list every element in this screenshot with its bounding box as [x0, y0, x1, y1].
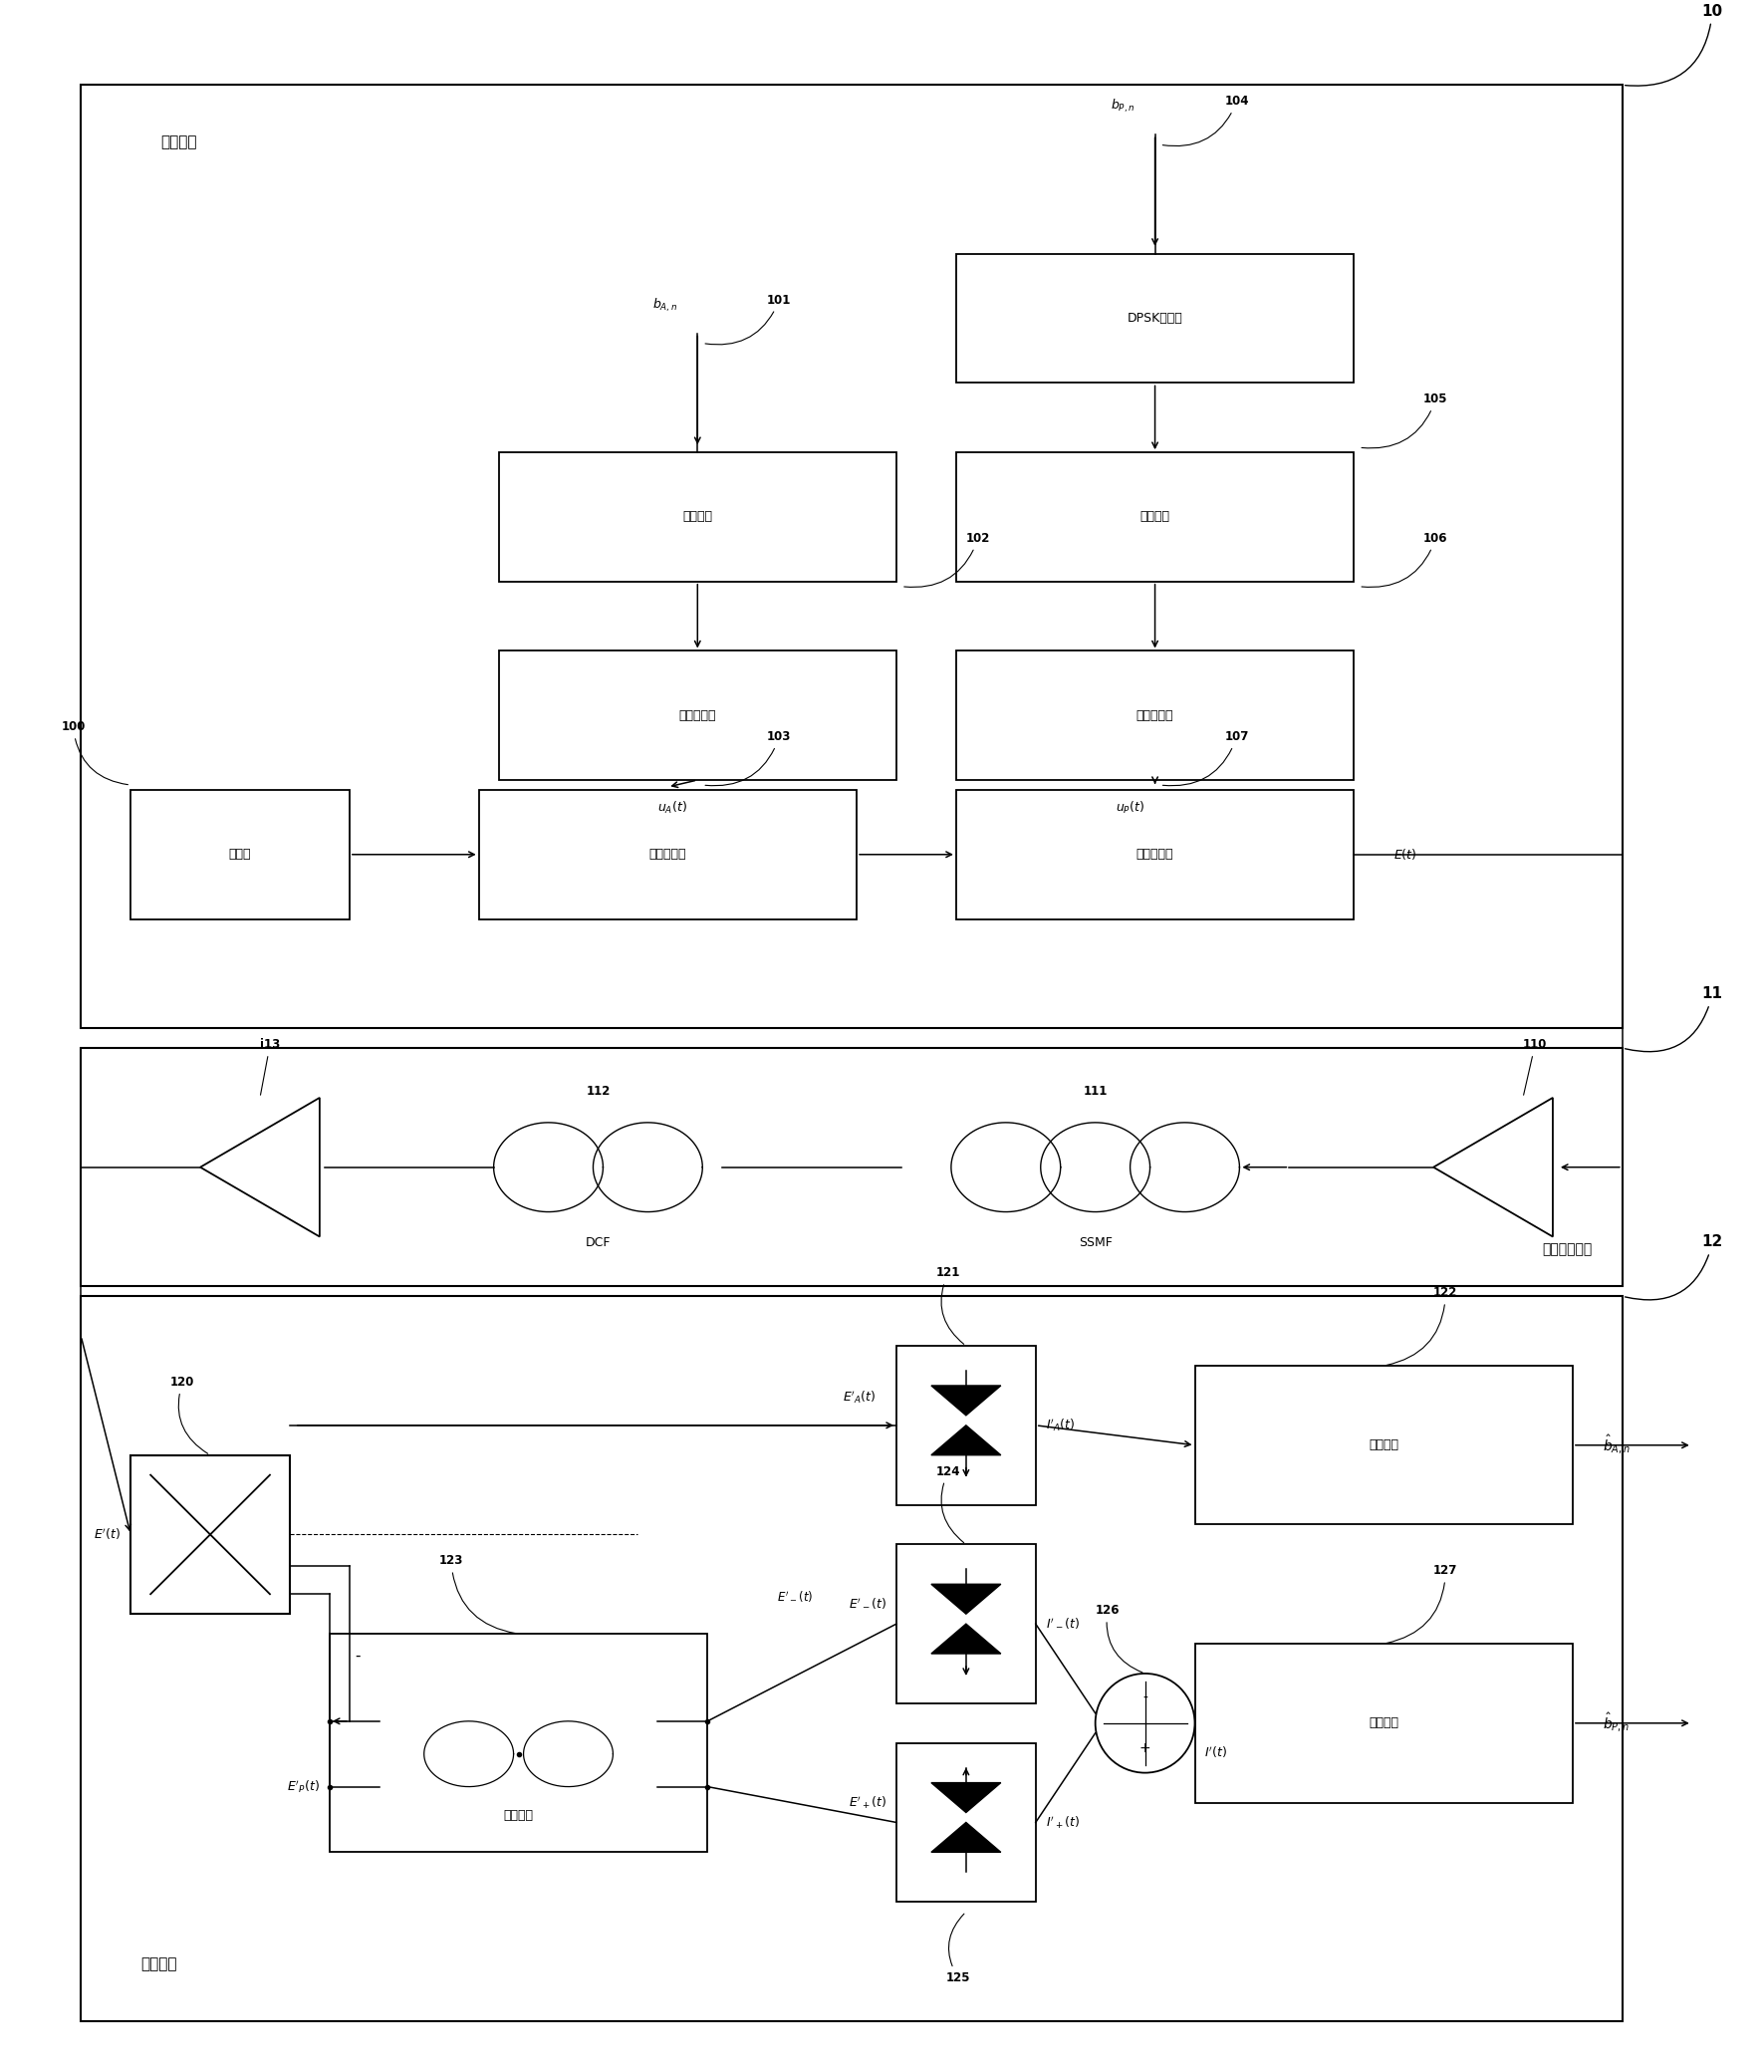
Text: 接收模块: 接收模块 — [141, 1956, 176, 1970]
Text: 106: 106 — [1362, 533, 1448, 586]
Text: $I'(t)$: $I'(t)$ — [1205, 1745, 1228, 1761]
Bar — [896, 1544, 1035, 1703]
Polygon shape — [1434, 1098, 1552, 1237]
Text: 幅度调制器: 幅度调制器 — [649, 847, 686, 862]
Text: 相位调制器: 相位调制器 — [1136, 847, 1173, 862]
Bar — [1194, 1365, 1573, 1525]
Text: DCF: DCF — [586, 1237, 610, 1249]
Bar — [81, 1048, 1623, 1287]
Text: $I'_-(t)$: $I'_-(t)$ — [1046, 1616, 1080, 1631]
Text: $E'(t)$: $E'(t)$ — [93, 1527, 120, 1542]
Text: 链路传输模块: 链路传输模块 — [1542, 1243, 1593, 1256]
Text: 111: 111 — [1083, 1086, 1108, 1098]
Text: -: - — [355, 1649, 360, 1664]
Text: 11: 11 — [1625, 986, 1723, 1053]
Text: 123: 123 — [439, 1554, 515, 1633]
Text: $b_{A,n}$: $b_{A,n}$ — [653, 296, 677, 313]
Text: 12: 12 — [1625, 1235, 1723, 1299]
Text: 127: 127 — [1387, 1564, 1457, 1643]
Text: -: - — [1143, 1691, 1147, 1705]
Text: $E'_-(t)$: $E'_-(t)$ — [848, 1598, 887, 1612]
Text: $\hat{b}_{P,n}$: $\hat{b}_{P,n}$ — [1602, 1711, 1630, 1734]
Polygon shape — [931, 1585, 1000, 1614]
Bar — [131, 789, 349, 920]
Text: 124: 124 — [937, 1465, 963, 1544]
Text: $E'_-(t)$: $E'_-(t)$ — [778, 1589, 813, 1604]
Text: DPSK预编码: DPSK预编码 — [1127, 313, 1182, 325]
Bar — [956, 452, 1355, 582]
Polygon shape — [931, 1386, 1000, 1415]
Text: $u_P(t)$: $u_P(t)$ — [1117, 800, 1145, 816]
Text: 101: 101 — [706, 294, 792, 344]
Text: 100: 100 — [62, 721, 129, 785]
Bar — [499, 651, 896, 779]
Text: $I'_+(t)$: $I'_+(t)$ — [1046, 1815, 1080, 1832]
Bar — [330, 1635, 707, 1852]
Text: 107: 107 — [1162, 729, 1249, 785]
Text: 104: 104 — [1162, 95, 1249, 145]
Bar — [956, 255, 1355, 383]
Bar — [81, 85, 1623, 1028]
Bar — [956, 651, 1355, 779]
Text: 抽样判决: 抽样判决 — [1369, 1438, 1399, 1452]
Text: 时延耦合: 时延耦合 — [503, 1809, 533, 1823]
Text: $\hat{b}_{A,n}$: $\hat{b}_{A,n}$ — [1602, 1434, 1630, 1457]
Bar — [478, 789, 857, 920]
Text: 低通滤波器: 低通滤波器 — [679, 709, 716, 721]
Polygon shape — [931, 1624, 1000, 1653]
Text: i13: i13 — [259, 1038, 280, 1094]
Text: 112: 112 — [586, 1086, 610, 1098]
Text: 121: 121 — [937, 1266, 963, 1345]
Text: 脉冲成形: 脉冲成形 — [1140, 510, 1170, 524]
Text: $E'_P(t)$: $E'_P(t)$ — [288, 1778, 319, 1794]
Text: $I'_A(t)$: $I'_A(t)$ — [1046, 1417, 1074, 1434]
Polygon shape — [931, 1782, 1000, 1813]
Polygon shape — [931, 1823, 1000, 1852]
Text: SSMF: SSMF — [1078, 1237, 1111, 1249]
Text: 脉冲成形: 脉冲成形 — [683, 510, 713, 524]
Bar — [896, 1743, 1035, 1902]
Bar — [896, 1347, 1035, 1504]
Bar — [499, 452, 896, 582]
Text: 102: 102 — [905, 533, 990, 586]
Text: 105: 105 — [1362, 394, 1448, 448]
Text: 122: 122 — [1387, 1287, 1457, 1365]
Text: $b_{P,n}$: $b_{P,n}$ — [1111, 97, 1134, 114]
Text: $E'_A(t)$: $E'_A(t)$ — [843, 1388, 877, 1405]
Text: 抽样判决: 抽样判决 — [1369, 1718, 1399, 1730]
Bar — [956, 789, 1355, 920]
Polygon shape — [201, 1098, 319, 1237]
Text: 103: 103 — [706, 729, 792, 785]
Text: 低通滤波器: 低通滤波器 — [1136, 709, 1173, 721]
Bar — [81, 1297, 1623, 2020]
Text: 120: 120 — [171, 1376, 208, 1455]
Bar — [1194, 1643, 1573, 1803]
Text: 125: 125 — [946, 1915, 970, 1985]
Circle shape — [1095, 1674, 1194, 1774]
Polygon shape — [931, 1426, 1000, 1455]
Text: 110: 110 — [1522, 1038, 1547, 1094]
Text: +: + — [1140, 1740, 1150, 1755]
Text: $u_A(t)$: $u_A(t)$ — [658, 800, 688, 816]
Text: $E'_+(t)$: $E'_+(t)$ — [848, 1794, 887, 1811]
Text: $E(t)$: $E(t)$ — [1394, 847, 1416, 862]
Text: 激光器: 激光器 — [229, 847, 250, 862]
Text: 126: 126 — [1095, 1604, 1143, 1672]
Bar — [131, 1455, 289, 1614]
Text: 发送模块: 发送模块 — [161, 135, 198, 149]
Text: 10: 10 — [1625, 4, 1723, 85]
